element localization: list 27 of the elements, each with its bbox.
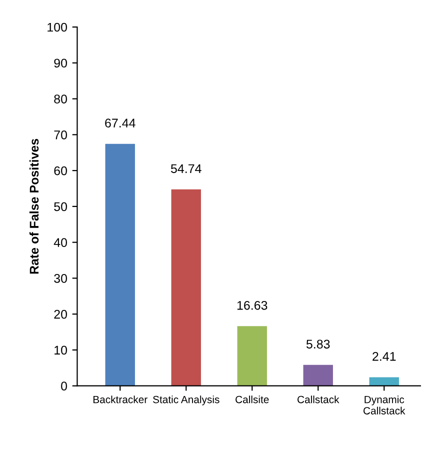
y-tick-label: 0	[61, 382, 68, 390]
y-tick-label: 80	[54, 94, 68, 104]
y-tick-label: 90	[54, 58, 68, 68]
data-label: 5.83	[306, 340, 330, 349]
bar	[303, 364, 333, 386]
y-tick-label: 30	[54, 274, 68, 283]
bar	[105, 144, 135, 386]
x-tick-label: Backtracker	[93, 396, 148, 404]
y-tick-label: 20	[54, 310, 68, 319]
x-tick-label: Callsite	[236, 396, 269, 404]
x-tick-label: Callstack	[298, 396, 340, 404]
x-tick-label: Dynamic Callstack	[364, 396, 406, 414]
data-label: 2.41	[372, 352, 396, 361]
bar	[171, 189, 201, 386]
data-label: 67.44	[105, 118, 136, 128]
bar	[369, 377, 399, 386]
y-tick-label: 40	[54, 238, 68, 247]
y-tick-label: 100	[48, 22, 68, 32]
x-tick-label: Static Analysis	[153, 396, 220, 406]
y-tick-label: 70	[54, 130, 68, 140]
bar	[237, 326, 267, 386]
y-axis-title: Rate of False Positives	[29, 138, 39, 274]
data-label: 16.63	[237, 300, 268, 310]
y-tick-label: 50	[54, 202, 68, 212]
y-tick-label: 60	[54, 166, 68, 176]
y-tick-label: 10	[54, 346, 68, 355]
data-label: 54.74	[170, 164, 202, 174]
